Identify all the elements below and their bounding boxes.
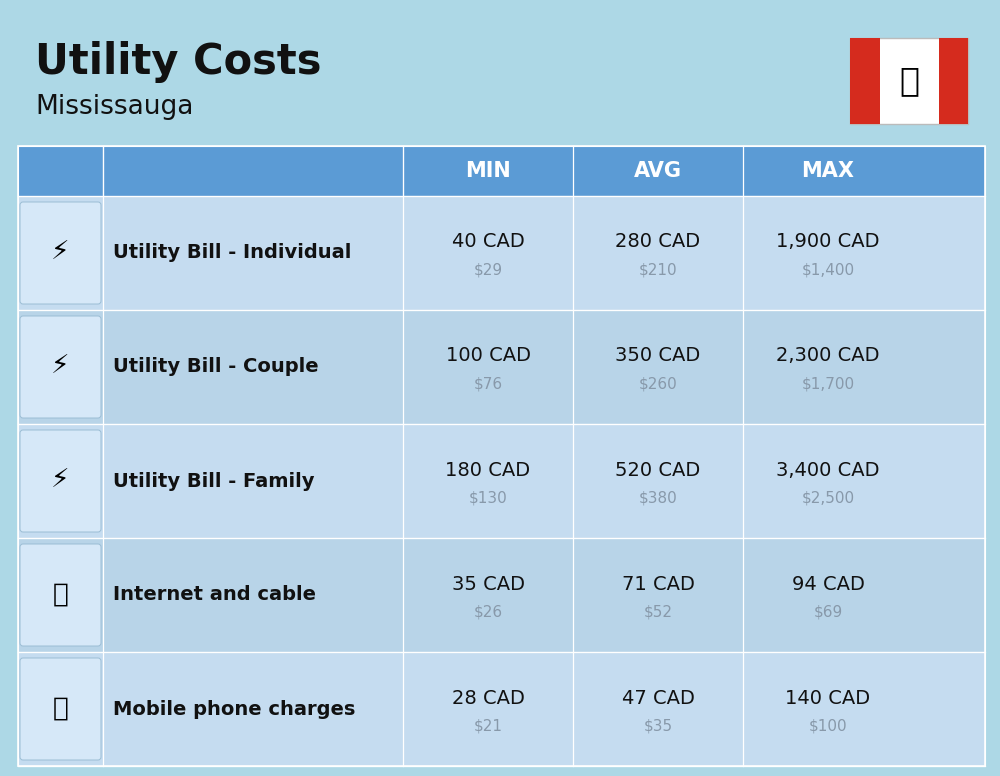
Text: MAX: MAX [801, 161, 854, 181]
Text: 520 CAD: 520 CAD [615, 460, 701, 480]
Text: ⚡: ⚡ [51, 240, 70, 266]
Text: $29: $29 [473, 262, 503, 278]
FancyBboxPatch shape [20, 202, 101, 304]
FancyBboxPatch shape [20, 544, 101, 646]
Text: 180 CAD: 180 CAD [445, 460, 531, 480]
Text: $380: $380 [639, 490, 677, 505]
Text: Utility Costs: Utility Costs [35, 41, 322, 83]
Text: Utility Bill - Family: Utility Bill - Family [113, 472, 314, 490]
FancyBboxPatch shape [18, 310, 985, 424]
FancyBboxPatch shape [938, 38, 968, 124]
Text: $52: $52 [644, 605, 672, 619]
FancyBboxPatch shape [20, 316, 101, 418]
FancyBboxPatch shape [20, 658, 101, 760]
Text: $260: $260 [639, 376, 677, 392]
Text: Utility Bill - Individual: Utility Bill - Individual [113, 244, 351, 262]
FancyBboxPatch shape [18, 146, 985, 196]
Text: $130: $130 [469, 490, 507, 505]
Text: AVG: AVG [634, 161, 682, 181]
Text: $210: $210 [639, 262, 677, 278]
Text: $21: $21 [474, 719, 503, 733]
Text: 📶: 📶 [53, 582, 68, 608]
Text: $26: $26 [473, 605, 503, 619]
Text: 2,300 CAD: 2,300 CAD [776, 347, 880, 365]
Text: 28 CAD: 28 CAD [452, 688, 524, 708]
FancyBboxPatch shape [18, 196, 985, 310]
FancyBboxPatch shape [20, 430, 101, 532]
Text: $1,700: $1,700 [801, 376, 855, 392]
FancyBboxPatch shape [18, 424, 985, 538]
Text: $2,500: $2,500 [801, 490, 855, 505]
Text: 100 CAD: 100 CAD [446, 347, 530, 365]
Text: $35: $35 [643, 719, 673, 733]
Text: $69: $69 [813, 605, 843, 619]
Text: 35 CAD: 35 CAD [452, 574, 524, 594]
Text: 1,900 CAD: 1,900 CAD [776, 233, 880, 251]
FancyBboxPatch shape [18, 146, 103, 196]
Text: 47 CAD: 47 CAD [622, 688, 694, 708]
Text: 350 CAD: 350 CAD [615, 347, 701, 365]
Text: Internet and cable: Internet and cable [113, 586, 316, 605]
Text: 📱: 📱 [53, 696, 68, 722]
FancyBboxPatch shape [850, 38, 880, 124]
Text: 94 CAD: 94 CAD [792, 574, 864, 594]
Text: $76: $76 [473, 376, 503, 392]
Text: 🍁: 🍁 [899, 64, 919, 98]
FancyBboxPatch shape [18, 538, 985, 652]
Text: 40 CAD: 40 CAD [452, 233, 524, 251]
Text: 140 CAD: 140 CAD [785, 688, 871, 708]
Text: $1,400: $1,400 [801, 262, 855, 278]
Text: 3,400 CAD: 3,400 CAD [776, 460, 880, 480]
Text: 71 CAD: 71 CAD [622, 574, 694, 594]
Text: MIN: MIN [465, 161, 511, 181]
Text: 280 CAD: 280 CAD [615, 233, 701, 251]
FancyBboxPatch shape [103, 146, 403, 196]
Text: $100: $100 [809, 719, 847, 733]
Text: Mobile phone charges: Mobile phone charges [113, 699, 355, 719]
FancyBboxPatch shape [18, 652, 985, 766]
Text: Mississauga: Mississauga [35, 94, 193, 120]
Text: Utility Bill - Couple: Utility Bill - Couple [113, 358, 319, 376]
Text: ⚡: ⚡ [51, 468, 70, 494]
Text: ⚡: ⚡ [51, 354, 70, 380]
FancyBboxPatch shape [850, 38, 968, 124]
